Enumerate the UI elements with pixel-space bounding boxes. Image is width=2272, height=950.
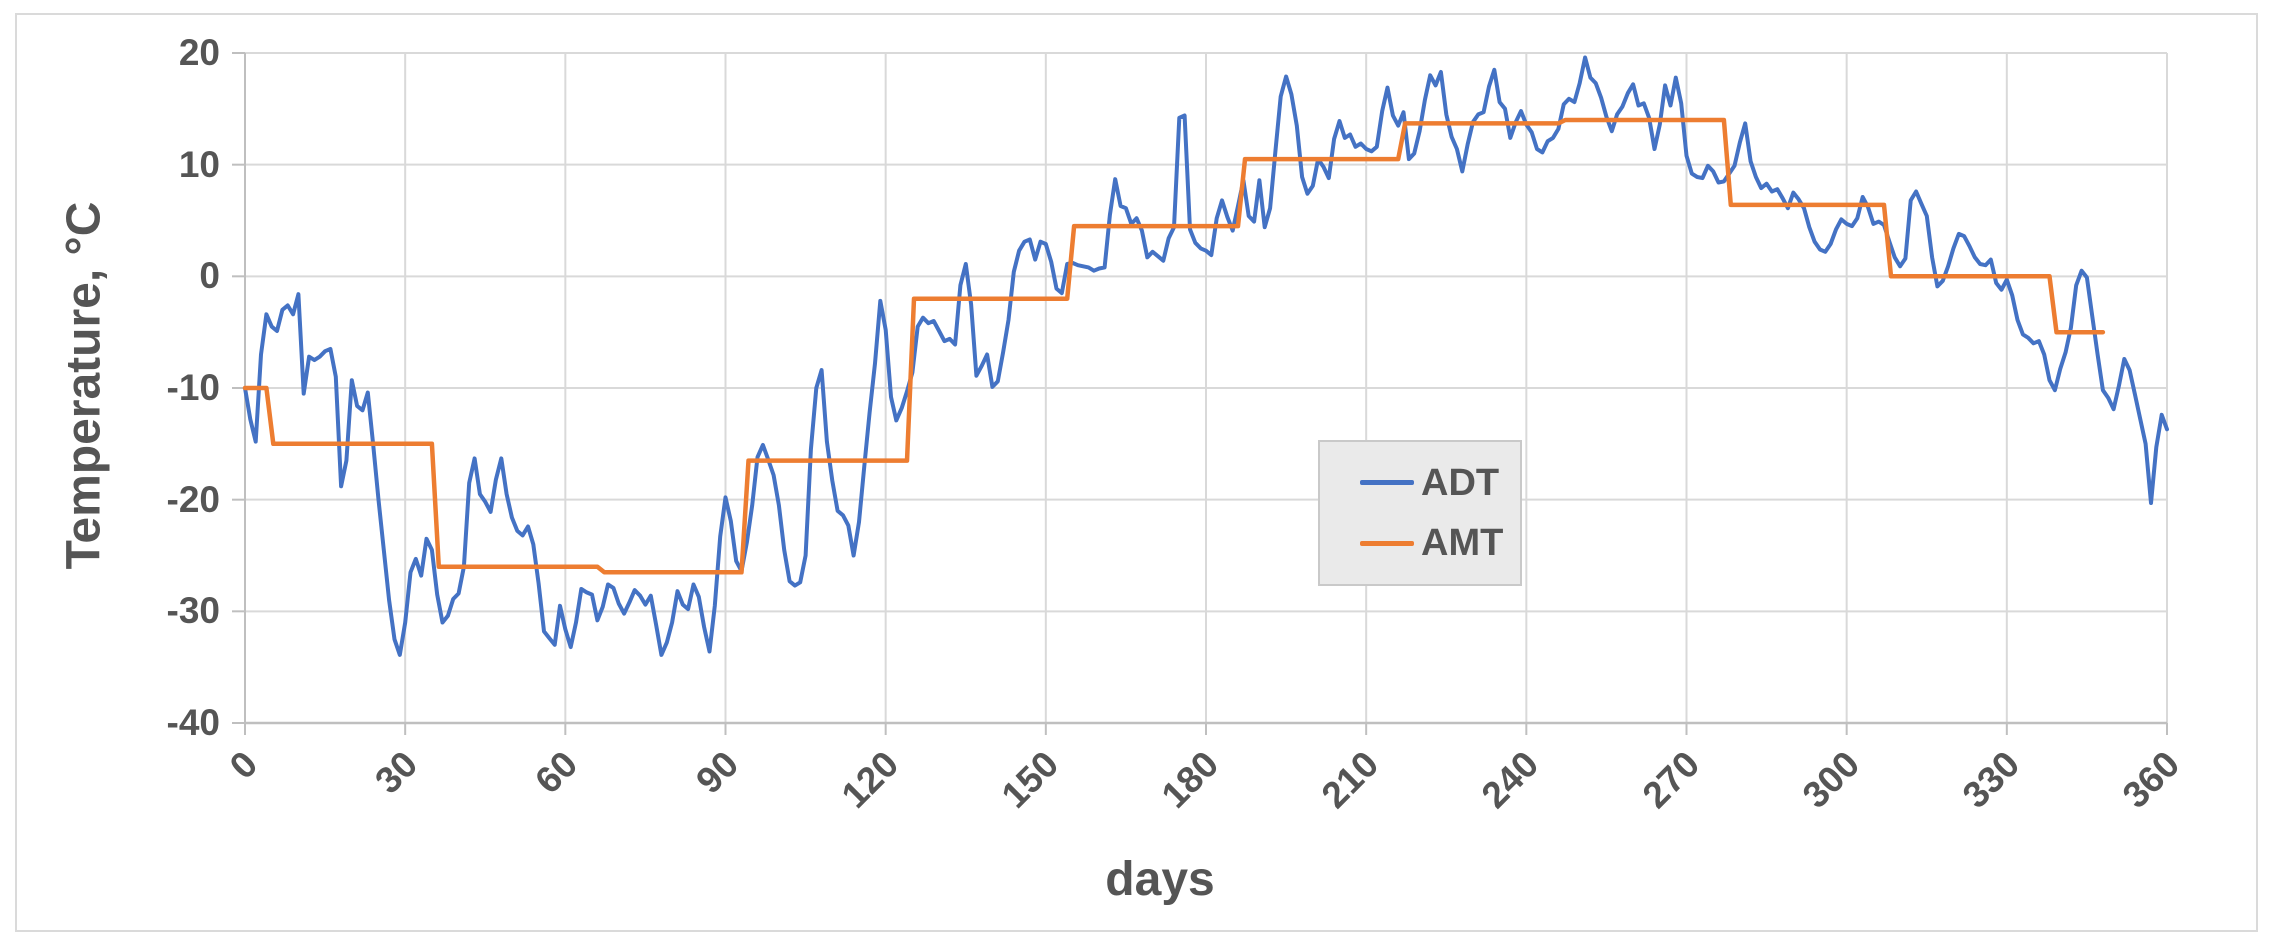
series-lines (242, 55, 2169, 657)
y-tick-label: -20 (166, 478, 220, 520)
axes (232, 52, 2168, 735)
y-tick-label: -40 (166, 702, 220, 743)
y-tick-label: 20 (178, 32, 220, 73)
legend-item-adt: ADT (1320, 463, 1520, 503)
y-tick-label: 0 (199, 255, 220, 297)
y-tick-label: -30 (166, 590, 220, 632)
y-tick-label: -10 (166, 367, 220, 408)
legend: ADT AMT (1318, 440, 1522, 586)
chart-outer-border (15, 13, 2258, 932)
y-axis-title: Temperature, °C (57, 201, 111, 570)
legend-label-adt: ADT (1421, 461, 1500, 504)
gridlines (244, 52, 2168, 724)
adt-line (243, 55, 2169, 657)
amt-line-swatch (1360, 540, 1414, 546)
y-tick-label: 10 (178, 143, 220, 185)
legend-item-amt: AMT (1320, 523, 1520, 563)
amt-line (242, 117, 2106, 575)
x-axis-title: days (1105, 853, 1215, 906)
legend-label-amt: AMT (1421, 522, 1504, 565)
adt-line-swatch (1360, 480, 1414, 486)
